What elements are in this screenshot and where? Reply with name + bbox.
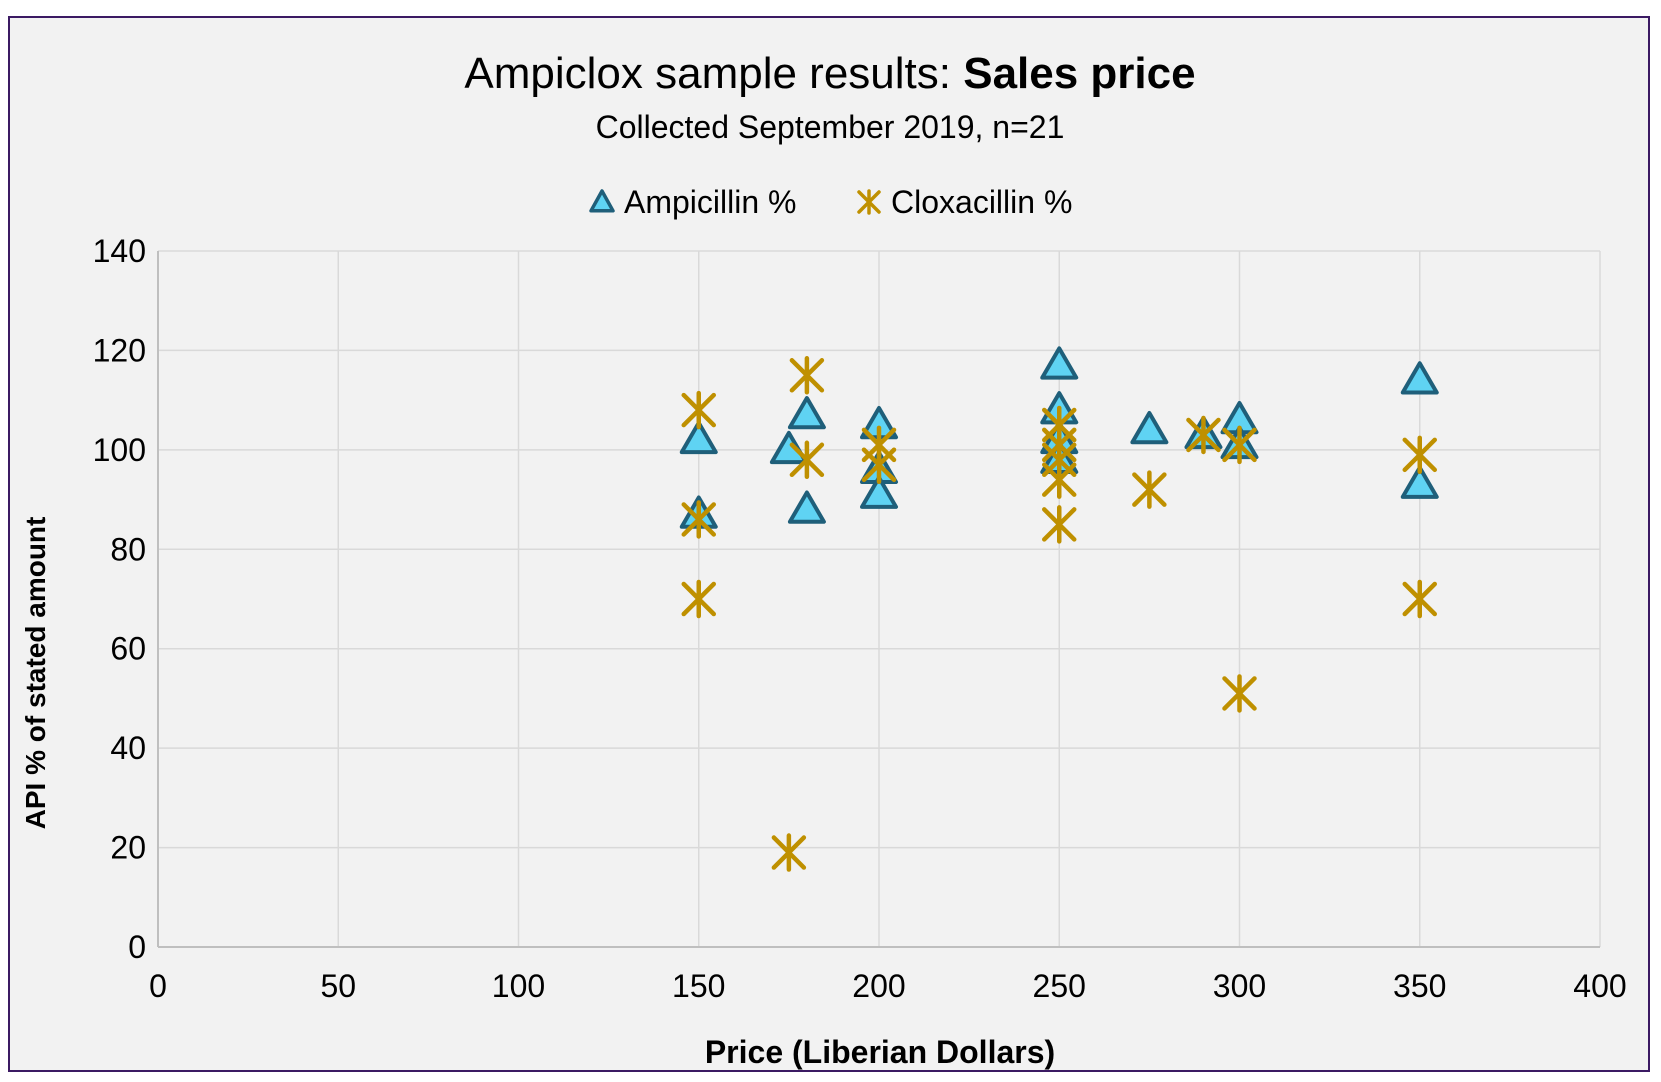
x-tick-label: 100 [492,968,545,1004]
legend-triangle-icon [589,189,615,213]
x-axis-label: Price (Liberian Dollars) [705,1034,1055,1070]
ampicillin-point [679,420,718,455]
x-tick-label: 250 [1033,968,1086,1004]
y-tick-label: 20 [110,830,146,866]
y-tick-label: 40 [110,730,146,766]
cloxacillin-point [681,390,716,430]
cloxacillin-point [861,445,897,485]
cloxacillin-point [1222,674,1257,713]
y-axis-ticks: 0 20 40 60 80 100 120 140 [93,233,146,965]
ampicillin-point [787,396,826,430]
cloxacillin-point [1402,435,1437,475]
y-tick-label: 120 [93,332,146,368]
cloxacillin-point [771,833,807,872]
chart-grid [158,250,1601,947]
cloxacillin-point [681,500,716,539]
legend-label: Ampicillin % [624,184,796,220]
x-tick-label: 50 [320,968,356,1004]
legend-asterisk-icon [857,189,881,215]
x-tick-label: 300 [1213,968,1266,1004]
y-tick-label: 140 [93,233,146,269]
chart-title: Ampiclox sample results: Sales price [464,49,1195,98]
chart-subtitle: Collected September 2019, n=21 [596,109,1065,145]
x-tick-label: 0 [149,968,167,1004]
chart-frame [8,16,1650,1072]
chart-title-emphasis: Sales price [963,49,1195,98]
chart-title-prefix: Ampiclox sample results: [464,49,963,98]
legend-item-cloxacillin: Cloxacillin % [857,184,1072,220]
x-axis-ticks: 0 50 100 150 200 250 300 350 400 [149,968,1627,1004]
y-tick-label: 0 [128,929,146,965]
cloxacillin-point [681,579,716,619]
ampicillin-point [860,475,898,509]
ampicillin-point [1130,410,1169,445]
ampicillin-point [1400,465,1439,499]
cloxacillin-point [1132,470,1167,509]
x-tick-label: 350 [1393,968,1446,1004]
x-tick-label: 150 [672,968,725,1004]
cloxacillin-point [789,356,825,395]
chart-axes [157,251,1600,948]
ampicillin-point [769,430,808,465]
legend-label: Cloxacillin % [891,184,1072,220]
data-points [679,346,1439,872]
cloxacillin-point [1186,415,1221,455]
legend-item-ampicillin: Ampicillin % [589,184,796,220]
y-tick-label: 80 [110,531,146,567]
x-tick-label: 200 [852,968,905,1004]
cloxacillin-point [789,440,825,480]
cloxacillin-point [1042,460,1077,499]
y-tick-label: 60 [110,631,146,667]
y-axis-label: API % of stated amount [20,517,51,830]
y-tick-label: 100 [93,432,146,468]
ampicillin-point [1040,346,1079,380]
x-tick-label: 400 [1573,968,1626,1004]
cloxacillin-point [1222,425,1257,465]
ampicillin-point [1400,361,1439,395]
chart-legend: Ampicillin % Cloxacillin % [589,184,1072,220]
cloxacillin-point [1042,505,1077,544]
cloxacillin-point [1402,579,1437,619]
ampicillin-point [787,490,826,524]
